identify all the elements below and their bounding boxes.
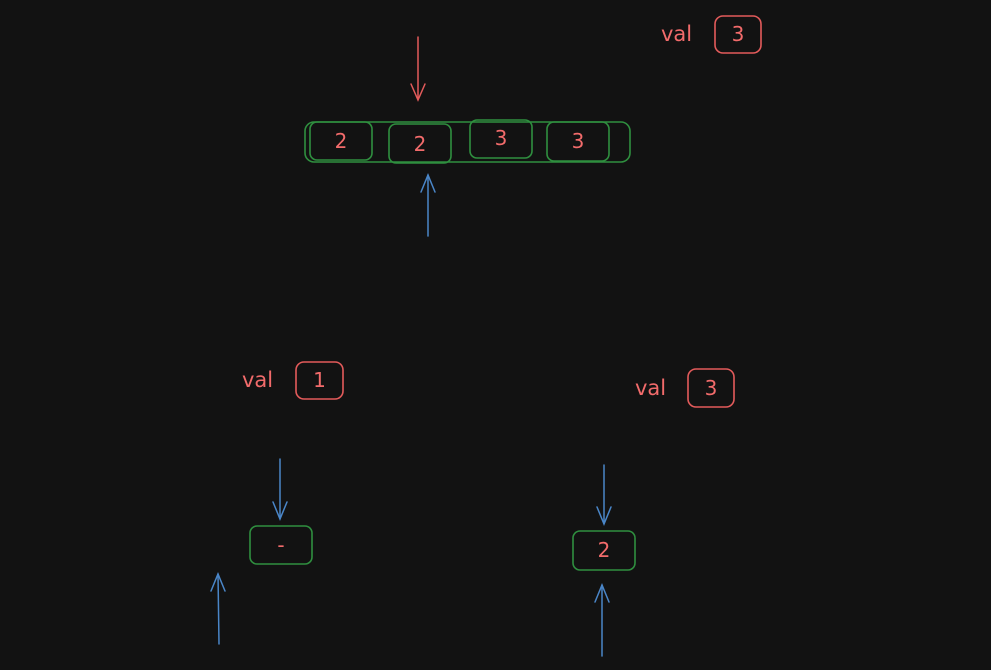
top-blue-up-arrow	[420, 173, 436, 237]
top-array-container	[304, 121, 631, 163]
top-array-cell-box-2	[469, 119, 533, 159]
top-val-box	[714, 15, 762, 54]
top-array-cell-box-1	[388, 123, 452, 164]
left-val-box	[295, 361, 344, 400]
right-cell-value: 2	[597, 538, 611, 562]
top-array-cell-box-3	[546, 121, 610, 162]
top-array-cell-2: 3	[494, 126, 508, 150]
top-red-down-arrow	[410, 36, 426, 102]
left-cell-box	[249, 525, 313, 565]
right-val-box	[687, 368, 735, 408]
top-array-cell-box-0	[309, 121, 373, 161]
left-val-label: val	[242, 368, 274, 392]
right-cell-box	[572, 530, 636, 571]
left-val-value: 1	[313, 368, 326, 392]
top-val-label: val	[661, 22, 693, 46]
right-blue-up-arrow	[594, 583, 610, 657]
left-cell-value: -	[277, 533, 285, 557]
right-val-label: val	[635, 376, 667, 400]
right-blue-down-arrow	[596, 464, 612, 526]
top-array-cell-0: 2	[334, 129, 348, 153]
top-array-cell-3: 3	[571, 129, 585, 153]
top-array-cell-1: 2	[413, 132, 427, 156]
left-blue-down-arrow	[272, 458, 288, 521]
left-blue-up-arrow	[210, 572, 226, 645]
top-val-value: 3	[731, 22, 745, 46]
right-val-value: 3	[704, 376, 718, 400]
